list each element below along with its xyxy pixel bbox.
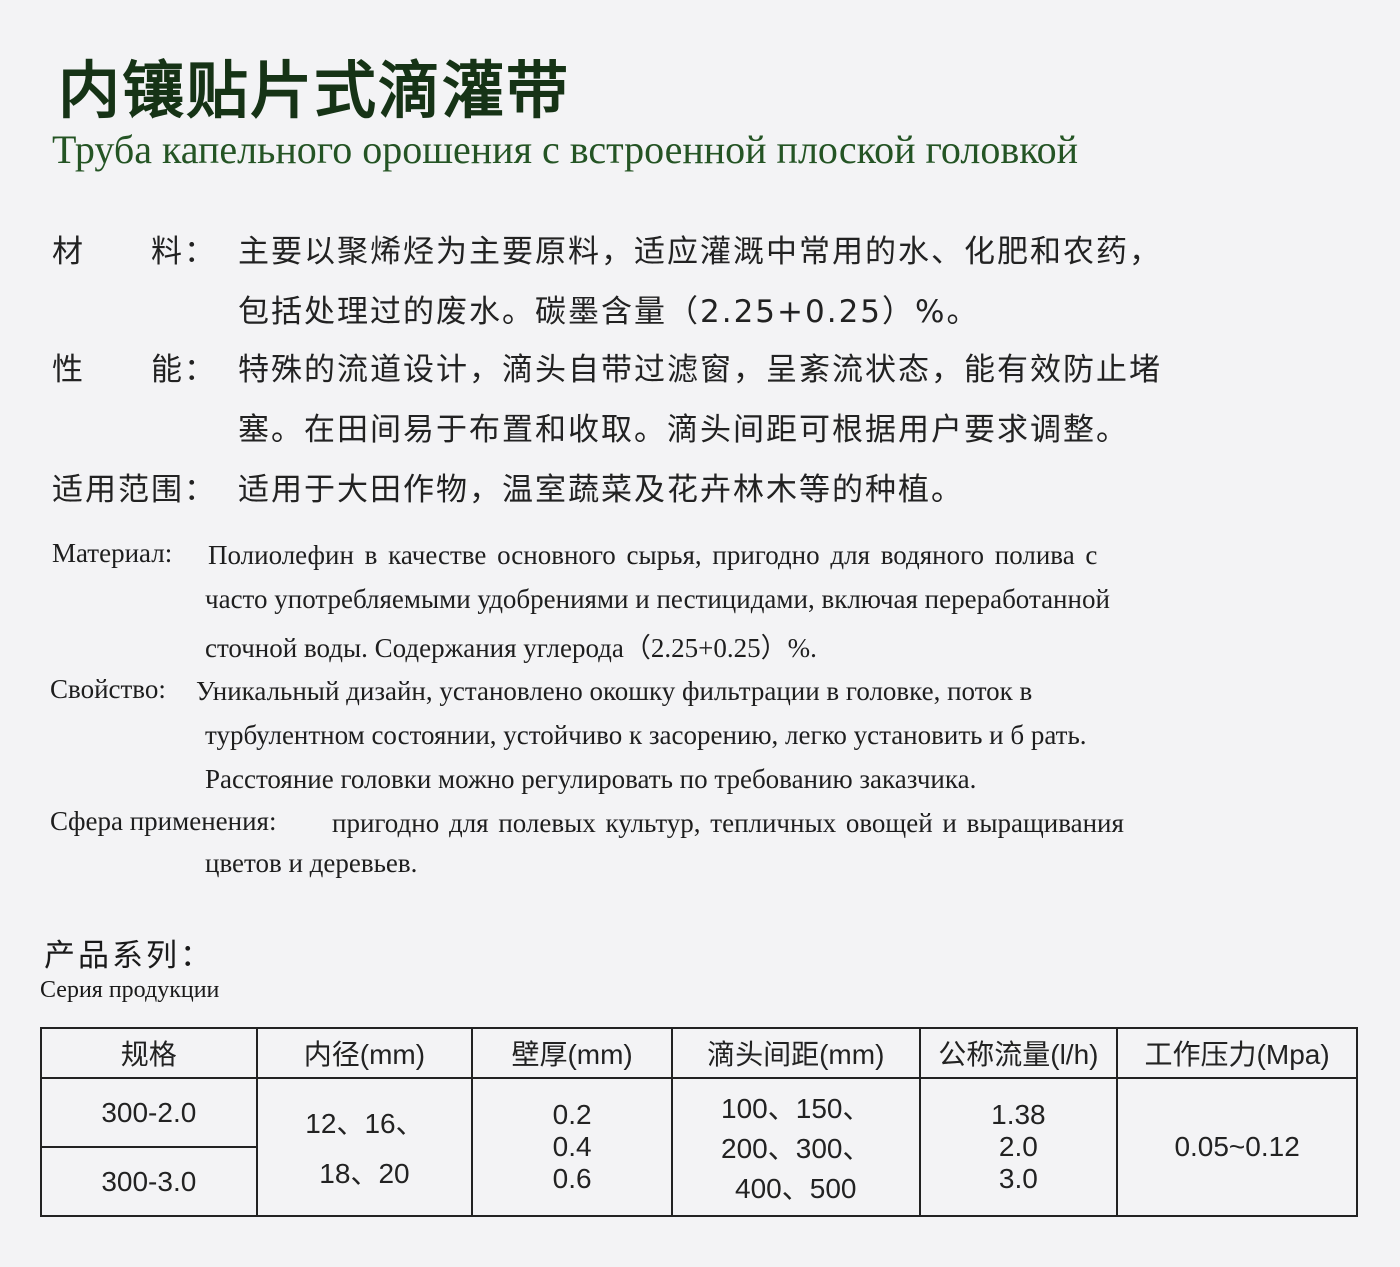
emitter-spacing-line: 200、300、 <box>721 1133 871 1164</box>
wall-thickness-value: 0.4 <box>552 1131 592 1162</box>
flow-value: 2.0 <box>998 1131 1038 1162</box>
emitter-spacing-line: 400、500 <box>735 1173 857 1204</box>
wall-thickness-cell: 0.2 0.4 0.6 <box>471 1077 673 1217</box>
header-wall-thickness: 壁厚(mm) <box>471 1027 673 1079</box>
ru-scope-label: Сфера применения: <box>50 806 277 836</box>
spec-cell: 300-3.0 <box>40 1146 258 1217</box>
header-pressure: 工作压力(Mpa) <box>1116 1027 1358 1079</box>
inner-diameter-line: 18、20 <box>319 1158 410 1189</box>
ru-material-line: Полиолефин в качестве основного сырья, п… <box>208 540 1098 570</box>
inner-diameter-cell: 12、16、 18、20 <box>255 1077 474 1217</box>
inner-diameter-line: 12、16、 <box>305 1108 424 1139</box>
header-inner-diameter: 内径(mm) <box>255 1027 474 1079</box>
pressure-cell: 0.05~0.12 <box>1116 1077 1358 1217</box>
header-emitter-spacing: 滴头间距(mm) <box>670 1027 921 1079</box>
ru-material-line: сточной воды. Содержания углерода（2.25+0… <box>205 633 817 663</box>
ru-property-line: турбулентном состоянии, устойчиво к засо… <box>205 720 1087 750</box>
ru-property-line: Расстояние головки можно регулировать по… <box>205 764 977 794</box>
zh-performance-label: 性 能： <box>52 352 217 388</box>
product-table: 规格 内径(mm) 壁厚(mm) 滴头间距(mm) 公称流量(l/h) 工作压力… <box>40 1027 1358 1217</box>
emitter-spacing-cell: 100、150、 200、300、 400、500 <box>670 1077 921 1217</box>
table-row: 300-3.0 <box>40 1146 1357 1217</box>
ru-property-label: Свойство: <box>50 674 166 704</box>
flow-cell: 1.38 2.0 3.0 <box>918 1077 1119 1217</box>
header-flow: 公称流量(l/h) <box>918 1027 1119 1079</box>
table-row: 300-2.0 12、16、 18、20 0.2 0.4 0.6 100、150… <box>40 1077 1358 1217</box>
zh-material-line: 主要以聚烯烃为主要原料，适应灌溉中常用的水、化肥和农药， <box>238 234 1162 270</box>
ru-scope-line: пригодно для полевых культур, тепличных … <box>332 808 1124 838</box>
flow-value: 3.0 <box>998 1163 1038 1194</box>
zh-scope-line: 适用于大田作物，温室蔬菜及花卉林木等的种植。 <box>238 472 964 508</box>
series-heading-zh: 产品系列： <box>44 938 214 974</box>
spec-cell: 300-2.0 <box>40 1077 258 1148</box>
wall-thickness-value: 0.6 <box>552 1163 592 1194</box>
zh-performance-line: 特殊的流道设计，滴头自带过滤窗，呈紊流状态，能有效防止堵 <box>238 352 1162 388</box>
ru-scope-line: цветов и деревьев. <box>205 848 418 878</box>
zh-material-label: 材 料： <box>52 234 217 270</box>
page-subtitle: Труба капельного орошения с встроенной п… <box>52 127 1079 172</box>
zh-material-line: 包括处理过的废水。碳墨含量（2.25+0.25）%。 <box>238 294 980 330</box>
series-heading-ru: Серия продукции <box>40 977 220 1003</box>
ru-material-line: часто употребляемыми удобрениями и пести… <box>205 584 1110 614</box>
zh-scope-label: 适用范围： <box>52 472 217 508</box>
emitter-spacing-line: 100、150、 <box>721 1093 871 1124</box>
wall-thickness-value: 0.2 <box>552 1099 592 1130</box>
zh-performance-line: 塞。在田间易于布置和收取。滴头间距可根据用户要求调整。 <box>238 412 1129 448</box>
flow-value: 1.38 <box>991 1099 1046 1130</box>
ru-property-line: Уникальный дизайн, установлено окошку фи… <box>196 676 1033 706</box>
header-spec: 规格 <box>40 1027 258 1079</box>
page-title: 内镶贴片式滴灌带 <box>58 54 571 127</box>
table-header-row: 规格 内径(mm) 壁厚(mm) 滴头间距(mm) 公称流量(l/h) 工作压力… <box>40 1027 1358 1079</box>
ru-material-label: Материал: <box>52 538 173 568</box>
